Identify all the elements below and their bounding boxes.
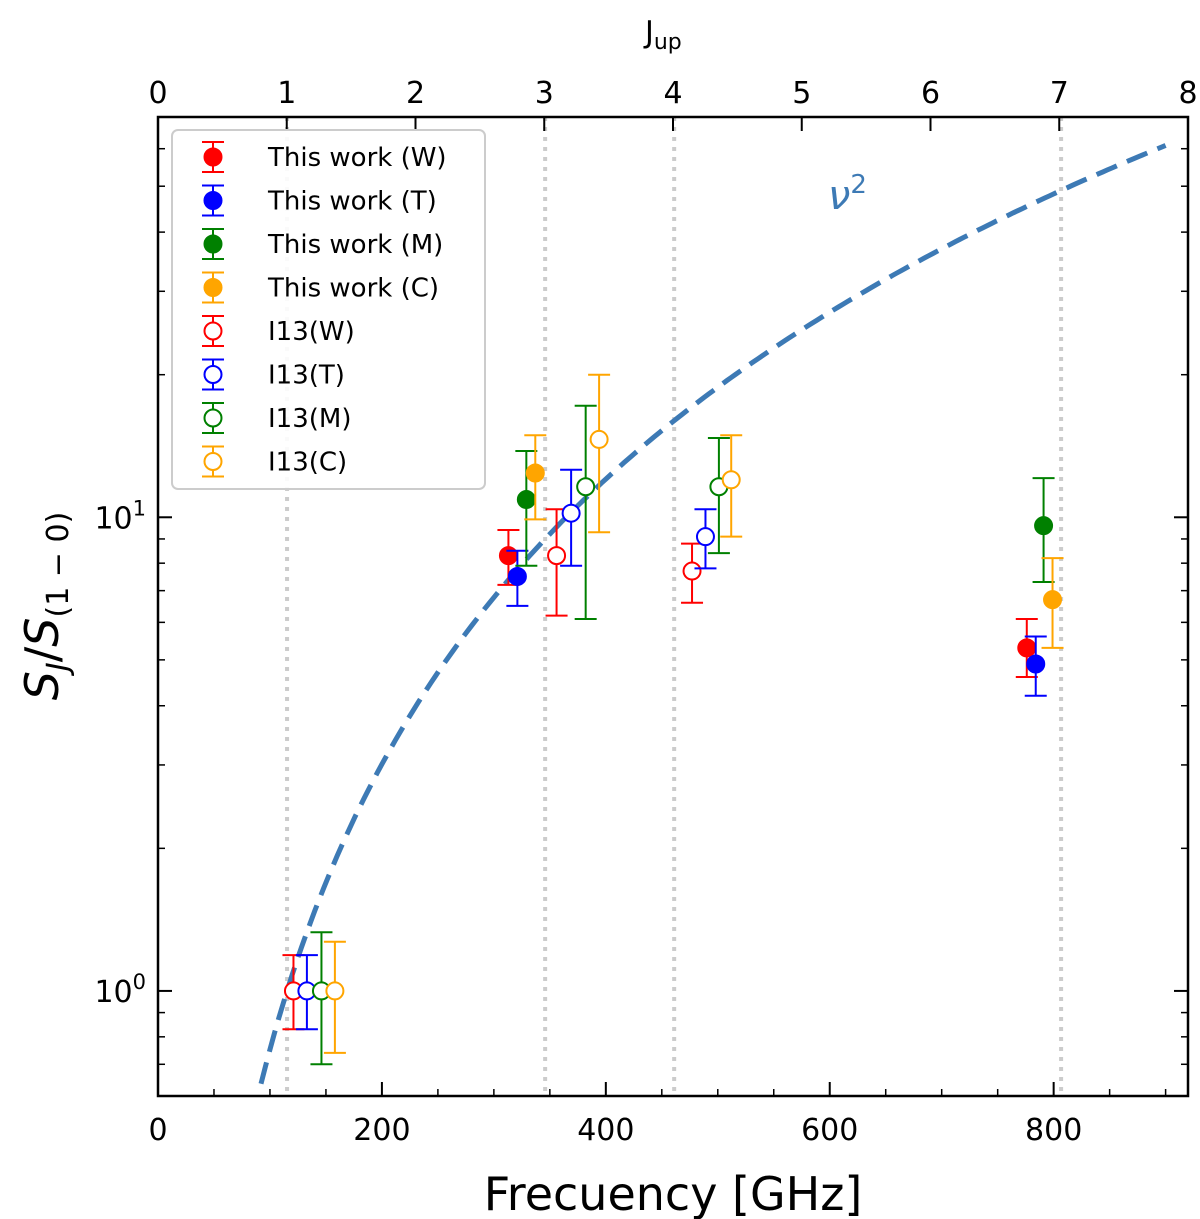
data-point	[310, 931, 333, 1066]
top-tick-label: 0	[148, 76, 167, 111]
data-point	[1024, 635, 1047, 697]
legend-entry: I13(M)	[202, 402, 351, 434]
data-point	[506, 549, 529, 607]
data-point	[588, 373, 611, 534]
legend-label: I13(W)	[268, 317, 355, 347]
legend-label: This work (M)	[267, 230, 443, 260]
marker	[695, 527, 715, 547]
legend-entry: This work (C)	[202, 271, 439, 304]
marker	[507, 566, 527, 586]
data-point	[1041, 557, 1064, 649]
top-tick-label: 3	[535, 76, 554, 111]
legend-entry: I13(C)	[202, 445, 347, 478]
x-tick-label: 600	[801, 1113, 858, 1148]
x-tick-label: 800	[1025, 1113, 1082, 1148]
marker	[516, 490, 536, 510]
marker	[1017, 638, 1037, 658]
legend-label: This work (T)	[267, 187, 437, 217]
legend-marker	[203, 321, 223, 341]
top-tick-label: 6	[921, 76, 940, 111]
axis-ticks: 0 200 400 600 800 0 1 2 3 4 5 6 7 8 100 101	[94, 76, 1197, 1148]
legend-entry: This work (M)	[202, 228, 443, 260]
legend-box	[171, 129, 486, 490]
legend-marker	[203, 452, 223, 471]
top-tick-label: 4	[663, 76, 682, 111]
data-point	[574, 404, 597, 620]
marker	[589, 429, 609, 449]
data-point	[524, 434, 547, 521]
top-tick-label: 1	[277, 76, 296, 111]
marker	[498, 546, 518, 566]
top-tick-label: 2	[406, 76, 425, 111]
legend-entry: I13(W)	[202, 315, 355, 347]
legend-label: This work (W)	[267, 143, 447, 173]
top-tick-label: 8	[1178, 76, 1197, 111]
nu-squared-curve	[258, 143, 1167, 1085]
legend-label: I13(C)	[268, 448, 347, 478]
legend: This work (W) This work (T) This work (M) T…	[171, 129, 486, 490]
data-points	[282, 373, 1064, 1066]
nu-squared-curve-line	[258, 143, 1167, 1085]
y-axis-title: SJ/S(1 − 0)	[15, 512, 76, 701]
data-point	[681, 542, 704, 604]
x-tick-label: 0	[148, 1113, 167, 1148]
legend-entry: I13(T)	[202, 358, 345, 391]
legend-entry: This work (T)	[202, 184, 437, 217]
legend-marker	[203, 147, 223, 167]
marker	[721, 470, 741, 490]
top-tick-label: 7	[1050, 76, 1069, 111]
marker	[1034, 516, 1054, 536]
marker	[547, 546, 567, 566]
legend-label: This work (C)	[267, 274, 439, 304]
marker	[682, 561, 702, 581]
marker	[1043, 590, 1063, 610]
legend-marker	[203, 365, 223, 384]
legend-marker	[203, 191, 223, 210]
marker	[1026, 654, 1046, 674]
marker	[576, 477, 596, 497]
data-point	[720, 434, 743, 538]
legend-marker	[203, 234, 223, 254]
top-axis-title: Jup	[643, 15, 682, 55]
x-tick-label: 400	[577, 1113, 634, 1148]
x-axis-title: Frecuency [GHz]	[484, 1167, 863, 1219]
data-point	[1032, 477, 1055, 584]
nu-squared-label: ν2	[828, 170, 867, 219]
legend-label: I13(T)	[268, 361, 345, 391]
data-point	[560, 468, 583, 567]
legend-entry: This work (W)	[202, 141, 447, 173]
marker	[525, 463, 545, 483]
legend-marker	[203, 408, 223, 428]
marker	[325, 981, 345, 1001]
x-tick-label: 200	[353, 1113, 410, 1148]
data-point	[323, 940, 346, 1054]
legend-marker	[203, 278, 223, 297]
marker	[561, 503, 581, 523]
y-tick-label: 100	[94, 970, 146, 1010]
data-point	[295, 954, 318, 1031]
data-point	[545, 508, 568, 617]
data-point	[694, 508, 717, 570]
legend-label: I13(M)	[268, 404, 351, 434]
y-tick-label: 101	[94, 496, 146, 536]
top-tick-label: 5	[792, 76, 811, 111]
